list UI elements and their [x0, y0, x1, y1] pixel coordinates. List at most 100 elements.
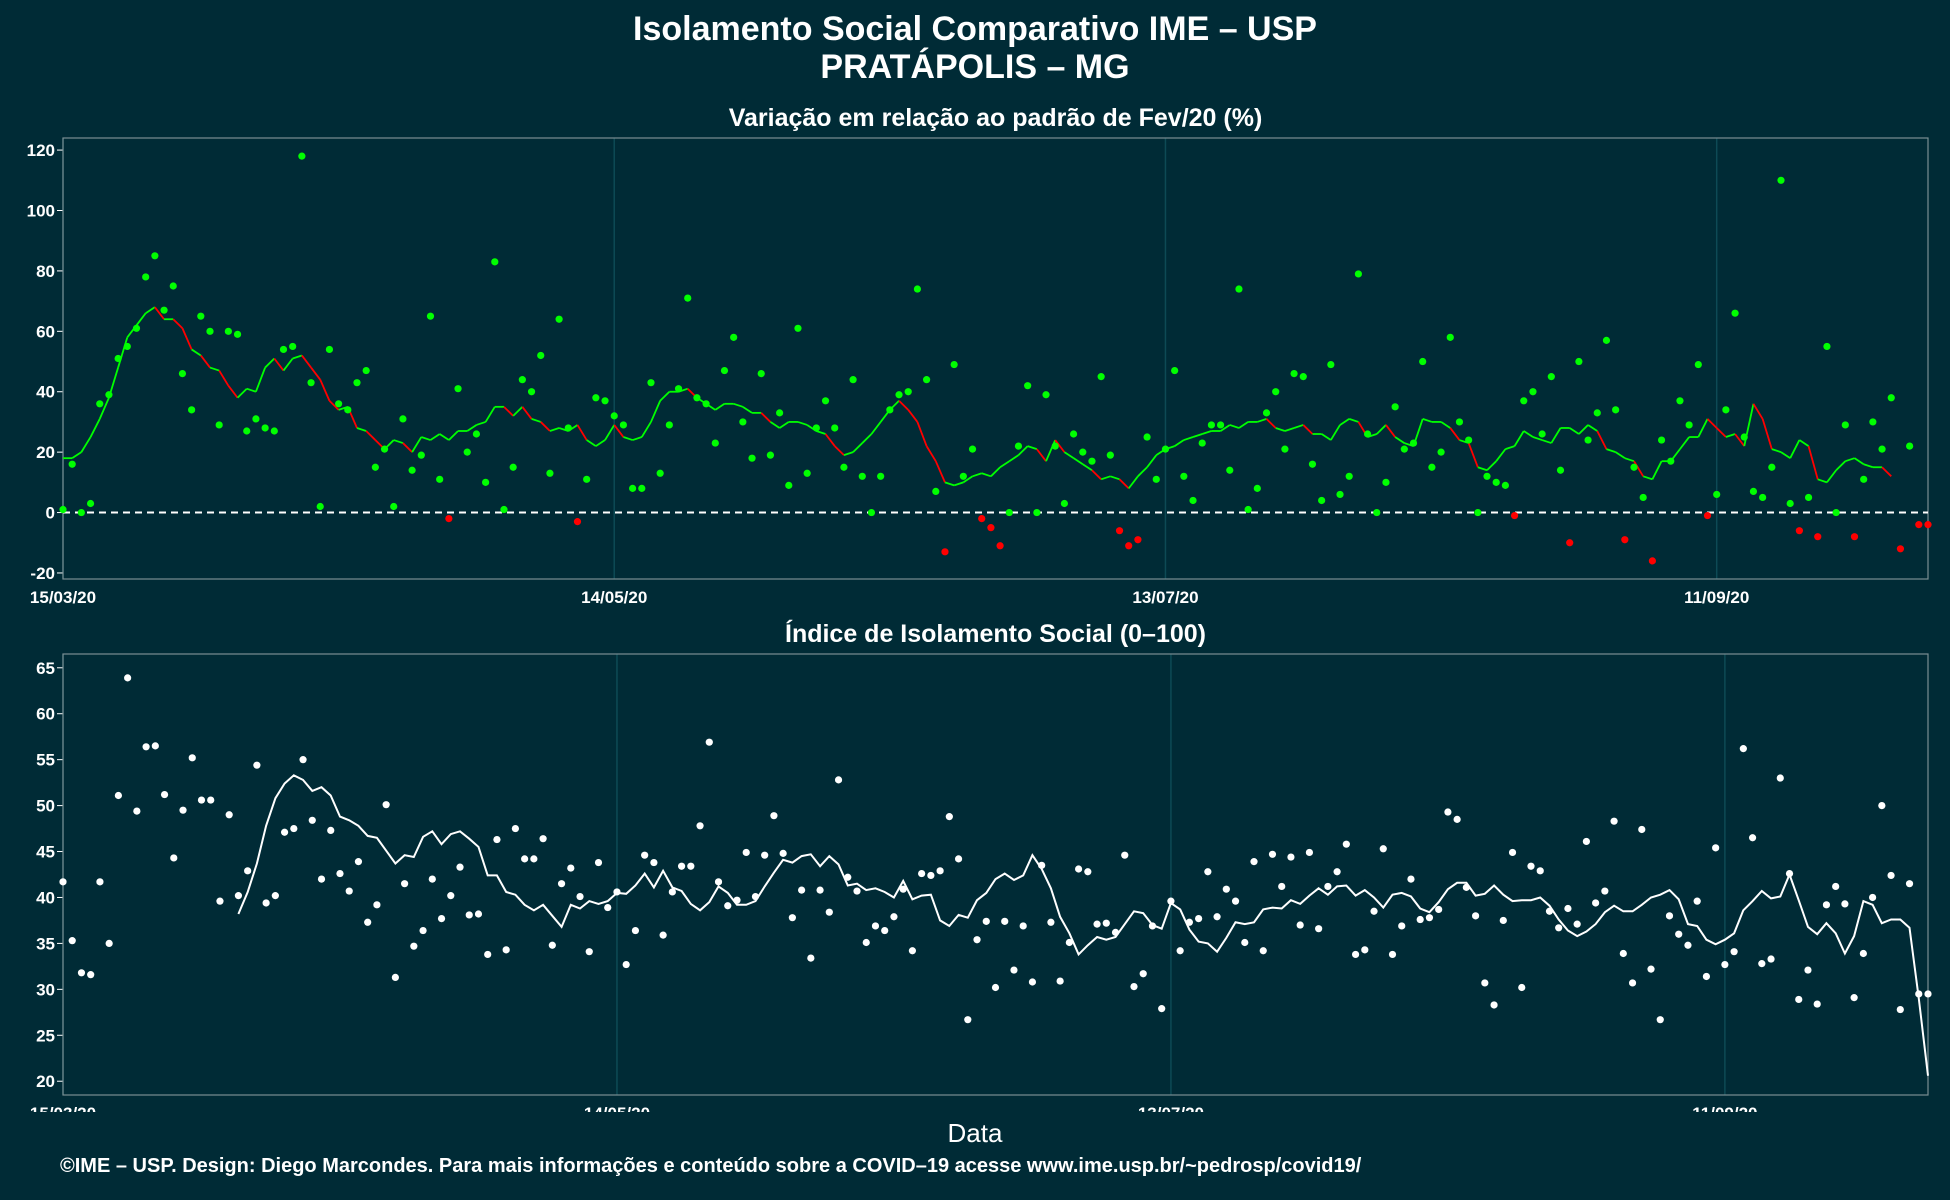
data-point — [253, 761, 261, 769]
moving-average-segment — [191, 348, 202, 357]
data-point — [601, 397, 609, 405]
data-point — [428, 875, 436, 883]
data-point — [362, 366, 370, 375]
data-point — [1676, 397, 1684, 405]
x-axis-label: Data — [947, 1118, 1003, 1148]
data-point — [1538, 430, 1546, 438]
y-tick-label: 25 — [36, 1026, 55, 1045]
data-point — [1051, 442, 1059, 450]
data-point — [766, 451, 775, 459]
data-point — [382, 801, 390, 809]
moving-average-segment — [834, 445, 845, 456]
data-point — [262, 899, 270, 907]
moving-average-segment — [1679, 436, 1690, 450]
y-tick-label: 0 — [46, 504, 55, 523]
data-point — [1185, 918, 1193, 926]
moving-average-segment — [540, 421, 551, 432]
moving-average-segment — [71, 451, 82, 459]
data-point — [555, 315, 563, 323]
moving-average-segment — [953, 481, 964, 487]
moving-average-segment — [1569, 427, 1580, 435]
moving-average-segment — [421, 436, 431, 441]
data-point — [1244, 505, 1252, 514]
moving-average-segment — [503, 406, 514, 417]
data-point — [1758, 960, 1766, 968]
moving-average-segment — [1771, 448, 1782, 453]
data-point — [853, 887, 861, 895]
data-point — [1324, 882, 1332, 891]
data-point — [1693, 897, 1701, 905]
data-point — [1069, 430, 1078, 438]
moving-average-segment — [1697, 418, 1709, 438]
chart-title: Isolamento Social Comparativo IME – USP — [633, 10, 1317, 48]
data-point — [206, 327, 214, 335]
data-point — [1088, 457, 1096, 465]
data-point — [1361, 946, 1369, 954]
data-point — [1363, 430, 1372, 438]
data-point — [1065, 938, 1073, 947]
data-point — [1795, 527, 1803, 535]
footer-credits: ©IME – USP. Design: Diego Marcondes. Par… — [60, 1155, 1362, 1177]
moving-average-segment — [1376, 424, 1387, 435]
data-point — [1822, 901, 1831, 909]
data-point — [1556, 466, 1565, 474]
data-point — [1056, 977, 1064, 985]
data-point — [1529, 388, 1537, 396]
moving-average-segment — [1027, 445, 1038, 450]
x-tick-label: 15/03/20 — [30, 588, 96, 607]
data-point — [77, 969, 86, 977]
data-point — [1749, 487, 1758, 496]
data-point — [973, 936, 981, 944]
moving-average-segment — [466, 424, 477, 432]
moving-average-segment — [714, 403, 725, 411]
moving-average-segment — [310, 367, 321, 381]
data-point — [1575, 357, 1583, 366]
moving-average-segment — [797, 421, 808, 426]
data-point — [1656, 1016, 1664, 1024]
data-point — [1216, 421, 1225, 429]
data-point — [243, 427, 251, 435]
data-point — [1492, 478, 1500, 486]
data-point — [776, 409, 784, 417]
moving-average-segment — [1596, 430, 1608, 450]
data-point — [1207, 421, 1215, 429]
x-tick-label: 15/03/20 — [30, 1104, 96, 1112]
data-point — [1813, 1000, 1821, 1008]
moving-average-segment — [1063, 451, 1075, 459]
data-point — [1694, 360, 1702, 369]
data-point — [877, 472, 885, 480]
data-point — [401, 880, 409, 888]
data-point — [619, 421, 628, 429]
data-point — [742, 848, 750, 857]
data-point — [1005, 508, 1013, 517]
data-point — [807, 954, 815, 962]
moving-average-segment — [273, 357, 285, 372]
data-point — [1213, 913, 1221, 921]
data-point — [1665, 912, 1674, 920]
moving-average-segment — [1633, 460, 1644, 477]
data-point — [1180, 472, 1188, 480]
data-point — [987, 524, 995, 532]
moving-average-segment — [733, 402, 744, 408]
data-point — [761, 851, 769, 859]
moving-average-segment — [1073, 457, 1084, 465]
data-point — [1630, 463, 1638, 471]
data-point — [1125, 542, 1133, 550]
y-tick-label: 80 — [36, 262, 55, 281]
moving-average-segment — [1550, 427, 1562, 444]
data-point — [1860, 475, 1868, 483]
data-point — [1887, 871, 1895, 880]
data-point — [881, 926, 889, 935]
data-point — [895, 391, 903, 399]
moving-average-segment — [604, 424, 616, 441]
moving-average-segment — [1789, 439, 1801, 459]
data-point — [317, 875, 326, 883]
data-point — [1204, 868, 1212, 876]
data-point — [1703, 511, 1712, 520]
data-point — [1010, 966, 1018, 974]
data-point — [1657, 436, 1666, 444]
data-point — [225, 811, 233, 819]
moving-average-segment — [870, 421, 882, 435]
data-point — [1483, 472, 1491, 480]
data-point — [233, 330, 242, 338]
